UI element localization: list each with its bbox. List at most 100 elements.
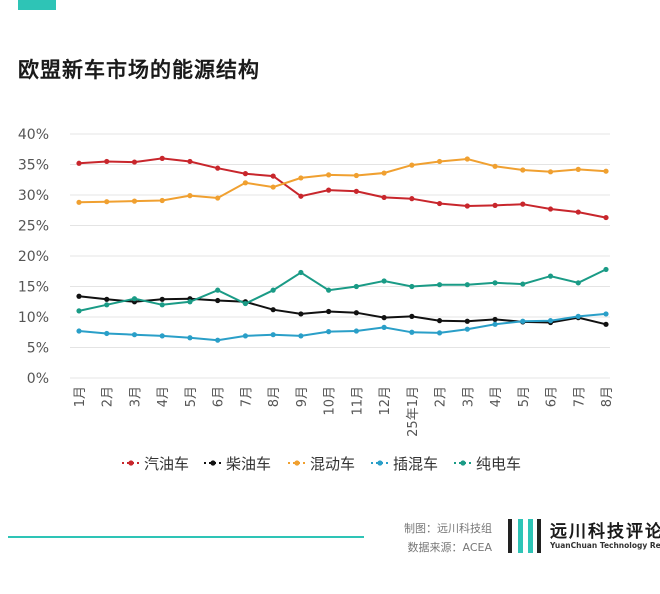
data-point	[104, 330, 110, 337]
data-point	[409, 162, 415, 168]
series-line	[78, 268, 607, 312]
data-point	[215, 297, 221, 304]
legend-marker	[128, 460, 134, 466]
data-point	[187, 193, 193, 199]
data-point	[353, 283, 359, 290]
data-point	[464, 203, 470, 209]
data-point	[436, 318, 443, 324]
y-tick-label: 15%	[18, 280, 49, 296]
data-point	[187, 158, 193, 165]
x-tick-label: 9月	[295, 386, 310, 407]
page-title: 欧盟新车市场的能源结构	[18, 58, 260, 82]
data-point	[381, 170, 387, 176]
data-point	[436, 330, 443, 336]
data-point	[326, 287, 332, 293]
data-point	[547, 206, 554, 212]
data-point	[131, 296, 138, 302]
data-point	[603, 311, 609, 317]
data-point	[381, 315, 387, 321]
data-point	[492, 202, 498, 208]
data-point	[409, 196, 415, 202]
data-point	[298, 175, 304, 181]
x-tick-label: 2月	[434, 386, 449, 407]
data-point	[326, 329, 332, 335]
x-tick-label: 8月	[267, 386, 282, 407]
y-tick-label: 30%	[18, 188, 49, 204]
data-point	[575, 280, 581, 286]
data-point	[298, 193, 304, 199]
data-point	[326, 187, 332, 193]
data-point	[270, 307, 276, 313]
data-point	[409, 313, 415, 319]
x-tick-label: 4月	[489, 386, 504, 407]
data-point	[603, 266, 609, 273]
data-point	[76, 308, 82, 314]
data-point	[381, 194, 387, 201]
x-tick-label: 3月	[461, 386, 476, 407]
brand-logo: 远川科技评论 YuanChuan Technology Review	[508, 515, 660, 559]
data-point	[187, 335, 193, 341]
data-point	[353, 310, 359, 316]
data-point	[270, 332, 276, 338]
data-point	[381, 278, 387, 284]
legend-marker	[377, 460, 383, 466]
y-tick-label: 40%	[18, 127, 49, 143]
data-point	[159, 296, 165, 302]
x-tick-label: 11月	[350, 386, 365, 416]
data-point	[436, 282, 443, 288]
x-tick-label: 5月	[517, 386, 532, 407]
y-tick-label: 0%	[27, 371, 49, 387]
data-point	[270, 287, 276, 293]
data-source: 数据来源：ACEA	[407, 541, 493, 554]
data-point	[76, 328, 82, 334]
series-line	[78, 157, 607, 219]
x-tick-label: 4月	[156, 386, 171, 407]
x-tick-label: 25年1月	[406, 386, 421, 437]
y-tick-label: 25%	[18, 219, 49, 235]
data-point	[215, 337, 221, 343]
legend-marker	[210, 460, 216, 466]
brand-name: 远川科技评论	[550, 522, 660, 542]
data-point	[409, 329, 415, 335]
data-point	[492, 316, 498, 323]
legend-label: 柴油车	[226, 455, 271, 473]
data-point	[409, 283, 415, 290]
data-point	[270, 173, 276, 179]
footer-divider	[8, 536, 364, 538]
legend-label: 汽油车	[144, 455, 189, 473]
data-point	[298, 311, 304, 317]
x-tick-label: 12月	[378, 386, 393, 416]
data-point	[547, 273, 554, 279]
data-point	[159, 155, 165, 161]
data-point	[575, 313, 581, 319]
series-line	[78, 312, 607, 342]
y-tick-label: 35%	[18, 158, 49, 174]
data-point	[381, 324, 387, 330]
data-point	[464, 282, 470, 288]
data-point	[547, 169, 554, 175]
brand-mark-icon	[508, 519, 541, 553]
data-point	[270, 184, 276, 190]
data-point	[575, 209, 581, 215]
data-point	[215, 287, 221, 293]
data-point	[603, 214, 609, 221]
x-tick-label: 2月	[101, 386, 116, 407]
data-point	[104, 296, 110, 302]
data-point	[298, 333, 304, 339]
data-point	[104, 199, 110, 205]
data-point	[520, 167, 526, 173]
data-point	[326, 172, 332, 178]
x-tick-label: 10月	[323, 386, 338, 416]
series-line	[78, 295, 607, 326]
data-point	[575, 166, 581, 172]
data-point	[104, 302, 110, 308]
legend-label: 混动车	[310, 455, 355, 473]
data-point	[436, 158, 443, 165]
accent-bar	[18, 0, 56, 10]
data-point	[520, 281, 526, 287]
data-point	[76, 160, 82, 166]
data-point	[298, 269, 304, 276]
data-point	[242, 180, 249, 186]
legend-label: 纯电车	[476, 455, 521, 473]
x-tick-label: 6月	[545, 386, 560, 407]
